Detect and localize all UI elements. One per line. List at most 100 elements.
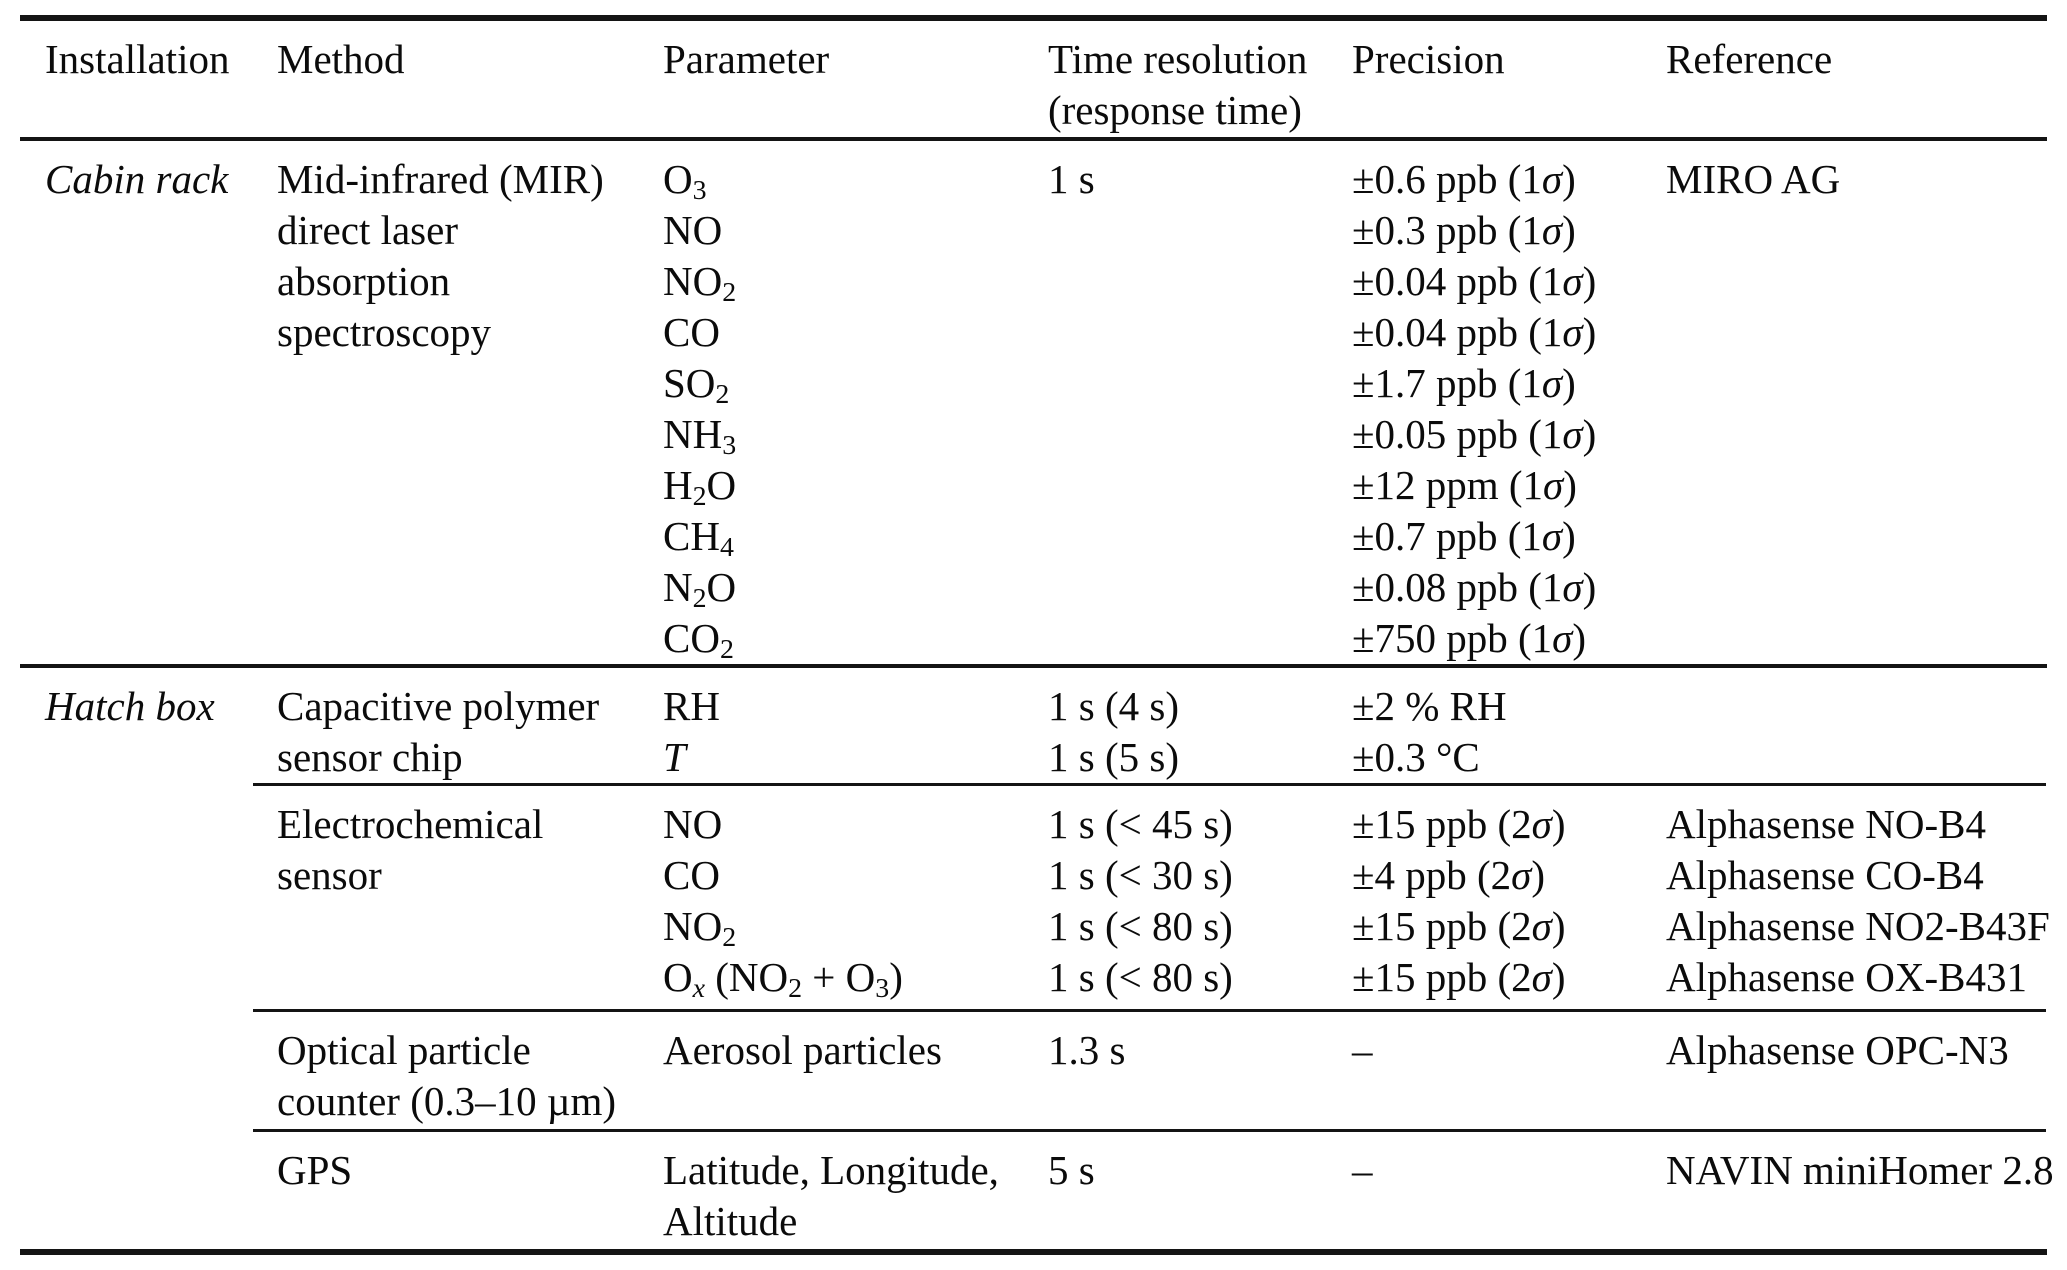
opc-method-cell: Optical particle counter (0.3–10 µm) <box>277 1025 663 1129</box>
text-line: Capacitive polymer <box>277 683 600 729</box>
text-line: Precision <box>1352 36 1505 82</box>
text-line: 1.3 s <box>1048 1027 1126 1073</box>
text-line: Alphasense NO2-B43F <box>1666 903 2050 949</box>
text-line: ±750 ppb (1σ) <box>1352 615 1587 661</box>
text-line: 1 s (4 s) <box>1048 683 1179 729</box>
table-bottom-rule <box>20 1249 2047 1255</box>
text-line: ±0.04 ppb (1σ) <box>1352 258 1597 304</box>
text-line: spectroscopy <box>277 309 492 355</box>
col-header-time-resolution: Time resolution (response time) <box>1048 34 1352 137</box>
text-line: Method <box>277 36 405 82</box>
opc-reference-cell: Alphasense OPC-N3 <box>1666 1025 2046 1129</box>
installation-label-hatch-box: Hatch box <box>45 683 215 729</box>
opc-time-resolution-cell: 1.3 s <box>1048 1025 1352 1129</box>
text-line: direct laser <box>277 207 458 253</box>
text-line: counter (0.3–10 µm) <box>277 1078 617 1124</box>
electrochemical-reference-cell: Alphasense NO-B4 Alphasense CO-B4 Alphasen… <box>1666 799 2050 1009</box>
text-line: 1 s (< 80 s) <box>1048 903 1233 949</box>
text-line: 1 s (< 80 s) <box>1048 954 1233 1000</box>
text-line: Latitude, Longitude, <box>663 1147 999 1193</box>
sub-divider-rule-2 <box>253 1009 2046 1012</box>
cabin-reference-cell: MIRO AG <box>1666 154 2046 664</box>
sub-divider-rule-1 <box>253 783 2046 786</box>
gps-parameter-cell: Latitude, Longitude, Altitude <box>663 1145 1048 1249</box>
cabin-parameter-cell: O3 NO NO2 CO SO2 NH3 H2O CH4 N2O CO2 <box>663 154 1048 664</box>
text-line: Electrochemical <box>277 801 544 847</box>
row-gps: GPS Latitude, Longitude, Altitude 5 s – N… <box>253 1132 2054 1249</box>
text-line: sensor <box>277 852 382 898</box>
cabin-precision-cell: ±0.6 ppb (1σ) ±0.3 ppb (1σ) ±0.04 ppb (1σ)… <box>1352 154 1666 664</box>
installation-label-cabin-rack: Cabin rack <box>45 156 229 202</box>
col-header-installation: Installation <box>45 34 277 137</box>
text-line: Alphasense NO-B4 <box>1666 801 1986 847</box>
text-line: Time resolution <box>1048 36 1308 82</box>
text-line: NH3 <box>663 411 737 462</box>
text-line: 5 s <box>1048 1147 1095 1193</box>
text-line: Aerosol particles <box>663 1027 942 1073</box>
text-line: GPS <box>277 1147 353 1193</box>
gps-reference-cell: NAVIN miniHomer 2.8 <box>1666 1145 2054 1249</box>
col-header-parameter: Parameter <box>663 34 1048 137</box>
text-line: ±0.3 °C <box>1352 734 1480 780</box>
gps-method-cell: GPS <box>277 1145 663 1249</box>
opc-parameter-cell: Aerosol particles <box>663 1025 1048 1129</box>
text-line: O3 <box>663 156 707 207</box>
electrochemical-precision-cell: ±15 ppb (2σ) ±4 ppb (2σ) ±15 ppb (2σ) ±15 p… <box>1352 799 1666 1009</box>
electrochemical-method-cell: Electrochemical sensor <box>277 799 663 1009</box>
sub-divider-rule-3 <box>253 1129 2046 1132</box>
text-line: ±15 ppb (2σ) <box>1352 801 1566 847</box>
text-line: NO2 <box>663 903 737 954</box>
row-optical-particle-counter: Optical particle counter (0.3–10 µm) Aero… <box>253 1012 2046 1129</box>
table-header-row: Installation Method Parameter Time resol… <box>0 21 2046 137</box>
text-line: NO2 <box>663 258 737 309</box>
text-line: SO2 <box>663 360 730 411</box>
capacitive-reference-cell <box>1666 681 2046 783</box>
row-electrochemical-sensor: Electrochemical sensor NO CO NO2 Ox (NO2 + O… <box>253 786 2050 1009</box>
electrochemical-time-resolution-cell: 1 s (< 45 s) 1 s (< 30 s) 1 s (< 80 s) 1 s … <box>1048 799 1352 1009</box>
row-cabin-rack: Cabin rack Mid-infrared (MIR) direct lase… <box>0 141 2046 664</box>
text-line: (response time) <box>1048 87 1302 133</box>
text-line: Optical particle <box>277 1027 531 1073</box>
col-header-reference: Reference <box>1666 34 2046 137</box>
text-line: 1 s (5 s) <box>1048 734 1179 780</box>
text-line: ±2 % RH <box>1352 683 1507 729</box>
text-line: 1 s <box>1048 156 1095 202</box>
text-line: absorption <box>277 258 451 304</box>
text-line: Alphasense OX-B431 <box>1666 954 2027 1000</box>
hatch-rows-column: Capacitive polymer sensor chip RH T 1 s (4… <box>253 668 2054 1249</box>
text-line: Alphasense OPC-N3 <box>1666 1027 2009 1073</box>
text-line: ±0.04 ppb (1σ) <box>1352 309 1597 355</box>
text-line: NO <box>663 801 723 847</box>
text-line: Reference <box>1666 36 1833 82</box>
capacitive-precision-cell: ±2 % RH ±0.3 °C <box>1352 681 1666 783</box>
row-capacitive-polymer-sensor-chip: Capacitive polymer sensor chip RH T 1 s (4… <box>253 668 2046 783</box>
text-line: Alphasense CO-B4 <box>1666 852 1984 898</box>
cabin-method-cell: Mid-infrared (MIR) direct laser absorption… <box>277 154 663 664</box>
text-line: MIRO AG <box>1666 156 1841 202</box>
text-line: ±12 ppm (1σ) <box>1352 462 1577 508</box>
text-line: – <box>1352 1027 1373 1073</box>
text-line: N2O <box>663 564 737 615</box>
opc-precision-cell: – <box>1352 1025 1666 1129</box>
text-line: ±15 ppb (2σ) <box>1352 954 1566 1000</box>
text-line: T <box>663 734 686 780</box>
text-line: NO <box>663 207 723 253</box>
row-group-hatch-box: Hatch box Capacitive polymer sensor chip … <box>0 668 2054 1249</box>
text-line: ±15 ppb (2σ) <box>1352 903 1566 949</box>
text-line: ±0.08 ppb (1σ) <box>1352 564 1597 610</box>
text-line: CO <box>663 309 720 355</box>
text-line: H2O <box>663 462 737 513</box>
gps-precision-cell: – <box>1352 1145 1666 1249</box>
text-line: Ox (NO2 + O3) <box>663 954 903 1005</box>
cabin-time-resolution-cell: 1 s <box>1048 154 1352 664</box>
text-line: 1 s (< 45 s) <box>1048 801 1233 847</box>
text-line: CO <box>663 852 720 898</box>
electrochemical-parameter-cell: NO CO NO2 Ox (NO2 + O3) <box>663 799 1048 1009</box>
text-line: ±0.7 ppb (1σ) <box>1352 513 1576 559</box>
text-line: Installation <box>45 36 230 82</box>
text-line: – <box>1352 1147 1373 1193</box>
col-header-precision: Precision <box>1352 34 1666 137</box>
section-divider-rule <box>20 664 2047 668</box>
text-line: ±0.3 ppb (1σ) <box>1352 207 1576 253</box>
